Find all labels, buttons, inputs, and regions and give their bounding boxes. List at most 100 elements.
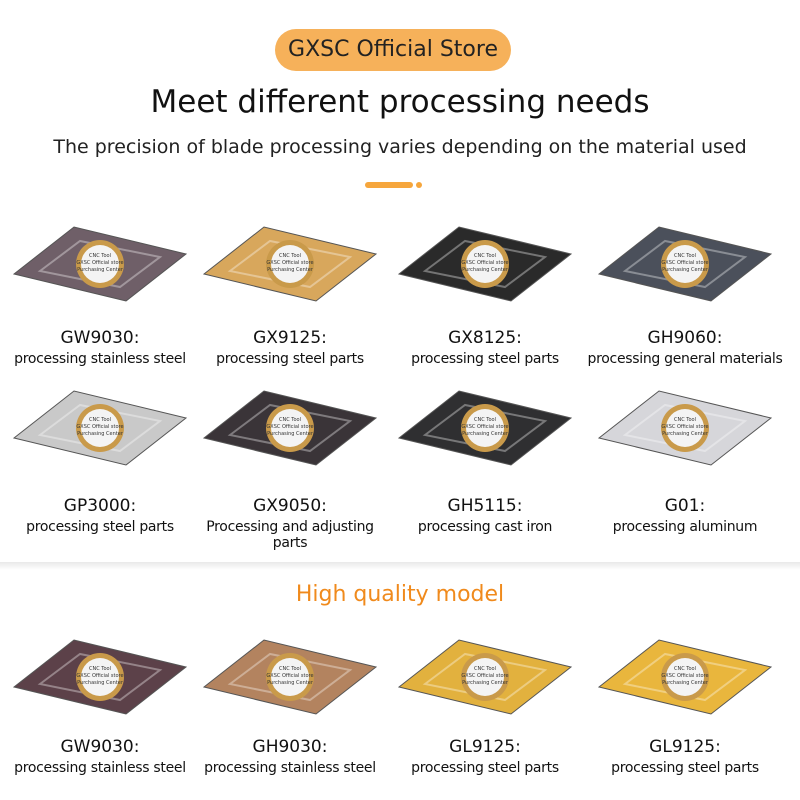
product-description: processing steel parts <box>216 351 364 367</box>
product-caption: GH5115: processing cast iron <box>385 496 585 535</box>
stamp-text: CNC Tool <box>474 417 496 423</box>
stamp-text: GXSC Official store <box>461 424 508 430</box>
stamp-text: Purchasing Center <box>462 267 509 273</box>
stamp-text: Purchasing Center <box>267 680 314 686</box>
insert-hole <box>271 658 309 696</box>
product-description: processing stainless steel <box>14 351 186 367</box>
product-model: GW9030: <box>60 328 140 348</box>
insert-hole <box>81 658 119 696</box>
stamp-text: Purchasing Center <box>77 431 124 437</box>
product-model: GL9125: <box>649 737 721 757</box>
stamp-text: Purchasing Center <box>267 431 314 437</box>
product-caption: GP3000: processing steel parts <box>0 496 200 535</box>
insert-hole <box>666 409 704 447</box>
product-caption: GX9125: processing steel parts <box>190 328 390 367</box>
insert-hole <box>466 245 504 283</box>
stamp-text: CNC Tool <box>474 666 496 672</box>
product-model: GX9125: <box>253 328 327 348</box>
stamp-text: GXSC Official store <box>266 260 313 266</box>
product-model: GW9030: <box>60 737 140 757</box>
store-badge: GXSC Official Store <box>275 29 511 71</box>
stamp-text: Purchasing Center <box>662 431 709 437</box>
product-caption: GX8125: processing steel parts <box>385 328 585 367</box>
stamp-text: Purchasing Center <box>662 267 709 273</box>
stamp-text: CNC Tool <box>89 253 111 259</box>
product-caption: GW9030: processing stainless steel <box>0 737 200 776</box>
divider-dot <box>416 182 422 188</box>
product-model: GH9030: <box>252 737 328 757</box>
headline: Meet different processing needs <box>150 84 650 120</box>
insert-hole <box>666 658 704 696</box>
stamp-text: Purchasing Center <box>77 680 124 686</box>
divider <box>365 182 413 188</box>
product-caption: GL9125: processing steel parts <box>585 737 785 776</box>
product-model: GP3000: <box>63 496 137 516</box>
product-model: GH5115: <box>447 496 523 516</box>
product-caption: GW9030: processing stainless steel <box>0 328 200 367</box>
stamp-text: Purchasing Center <box>462 431 509 437</box>
stamp-text: Purchasing Center <box>77 267 124 273</box>
insert-hole <box>271 409 309 447</box>
stamp-text: CNC Tool <box>674 253 696 259</box>
stamp-text: CNC Tool <box>89 666 111 672</box>
product-caption: GH9030: processing stainless steel <box>190 737 390 776</box>
product-description: processing stainless steel <box>14 760 186 776</box>
stamp-text: GXSC Official store <box>461 673 508 679</box>
stamp-text: GXSC Official store <box>76 673 123 679</box>
product-caption: GH9060: processing general materials <box>585 328 785 367</box>
stamp-text: CNC Tool <box>474 253 496 259</box>
stamp-text: GXSC Official store <box>461 260 508 266</box>
product-caption: GL9125: processing steel parts <box>385 737 585 776</box>
product-description: Processing and adjusting parts <box>206 519 374 551</box>
insert-hole <box>81 409 119 447</box>
subtitle: The precision of blade processing varies… <box>53 136 747 158</box>
stamp-text: Purchasing Center <box>662 680 709 686</box>
stamp-text: GXSC Official store <box>661 673 708 679</box>
product-model: G01: <box>664 496 706 516</box>
stamp-text: GXSC Official store <box>266 424 313 430</box>
product-description: processing general materials <box>587 351 783 367</box>
stamp-text: Purchasing Center <box>462 680 509 686</box>
product-description: processing cast iron <box>417 519 553 535</box>
insert-hole <box>666 245 704 283</box>
stamp-text: GXSC Official store <box>266 673 313 679</box>
insert-hole <box>466 409 504 447</box>
product-description: processing steel parts <box>411 351 559 367</box>
product-caption: GX9050: Processing and adjusting parts <box>190 496 390 551</box>
product-caption: G01: processing aluminum <box>585 496 785 535</box>
section-separator <box>0 562 800 570</box>
product-description: processing aluminum <box>612 519 758 535</box>
stamp-text: CNC Tool <box>279 417 301 423</box>
product-model: GX8125: <box>448 328 522 348</box>
product-description: processing stainless steel <box>204 760 376 776</box>
stamp-text: CNC Tool <box>674 666 696 672</box>
product-description: processing steel parts <box>411 760 559 776</box>
product-description: processing steel parts <box>611 760 759 776</box>
product-model: GL9125: <box>449 737 521 757</box>
stamp-text: GXSC Official store <box>76 260 123 266</box>
stamp-text: GXSC Official store <box>661 260 708 266</box>
product-model: GH9060: <box>647 328 723 348</box>
stamp-text: CNC Tool <box>674 417 696 423</box>
stamp-text: Purchasing Center <box>267 267 314 273</box>
stamp-text: CNC Tool <box>279 666 301 672</box>
insert-hole <box>271 245 309 283</box>
product-description: processing steel parts <box>26 519 174 535</box>
stamp-text: CNC Tool <box>89 417 111 423</box>
product-model: GX9050: <box>253 496 327 516</box>
stamp-text: GXSC Official store <box>76 424 123 430</box>
section-title: High quality model <box>295 582 505 607</box>
